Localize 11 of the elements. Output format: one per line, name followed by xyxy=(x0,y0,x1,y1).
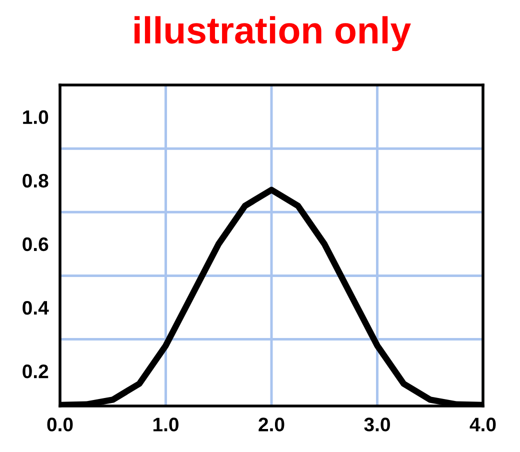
x-tick-label: 3.0 xyxy=(364,418,390,432)
x-tick-label: 4.0 xyxy=(470,418,496,432)
y-tick-label: 1.0 xyxy=(23,110,48,124)
y-tick-label: 0.8 xyxy=(22,174,48,188)
x-tick-label: 2.0 xyxy=(258,418,284,432)
x-tick-label: 1.0 xyxy=(153,418,178,432)
y-tick-label: 0.4 xyxy=(22,300,49,315)
y-tick-label: 0.6 xyxy=(22,237,48,252)
chart-title: illustration only xyxy=(134,16,411,52)
x-tick-label: 0.0 xyxy=(47,418,73,432)
y-tick-label: 0.2 xyxy=(22,364,48,378)
